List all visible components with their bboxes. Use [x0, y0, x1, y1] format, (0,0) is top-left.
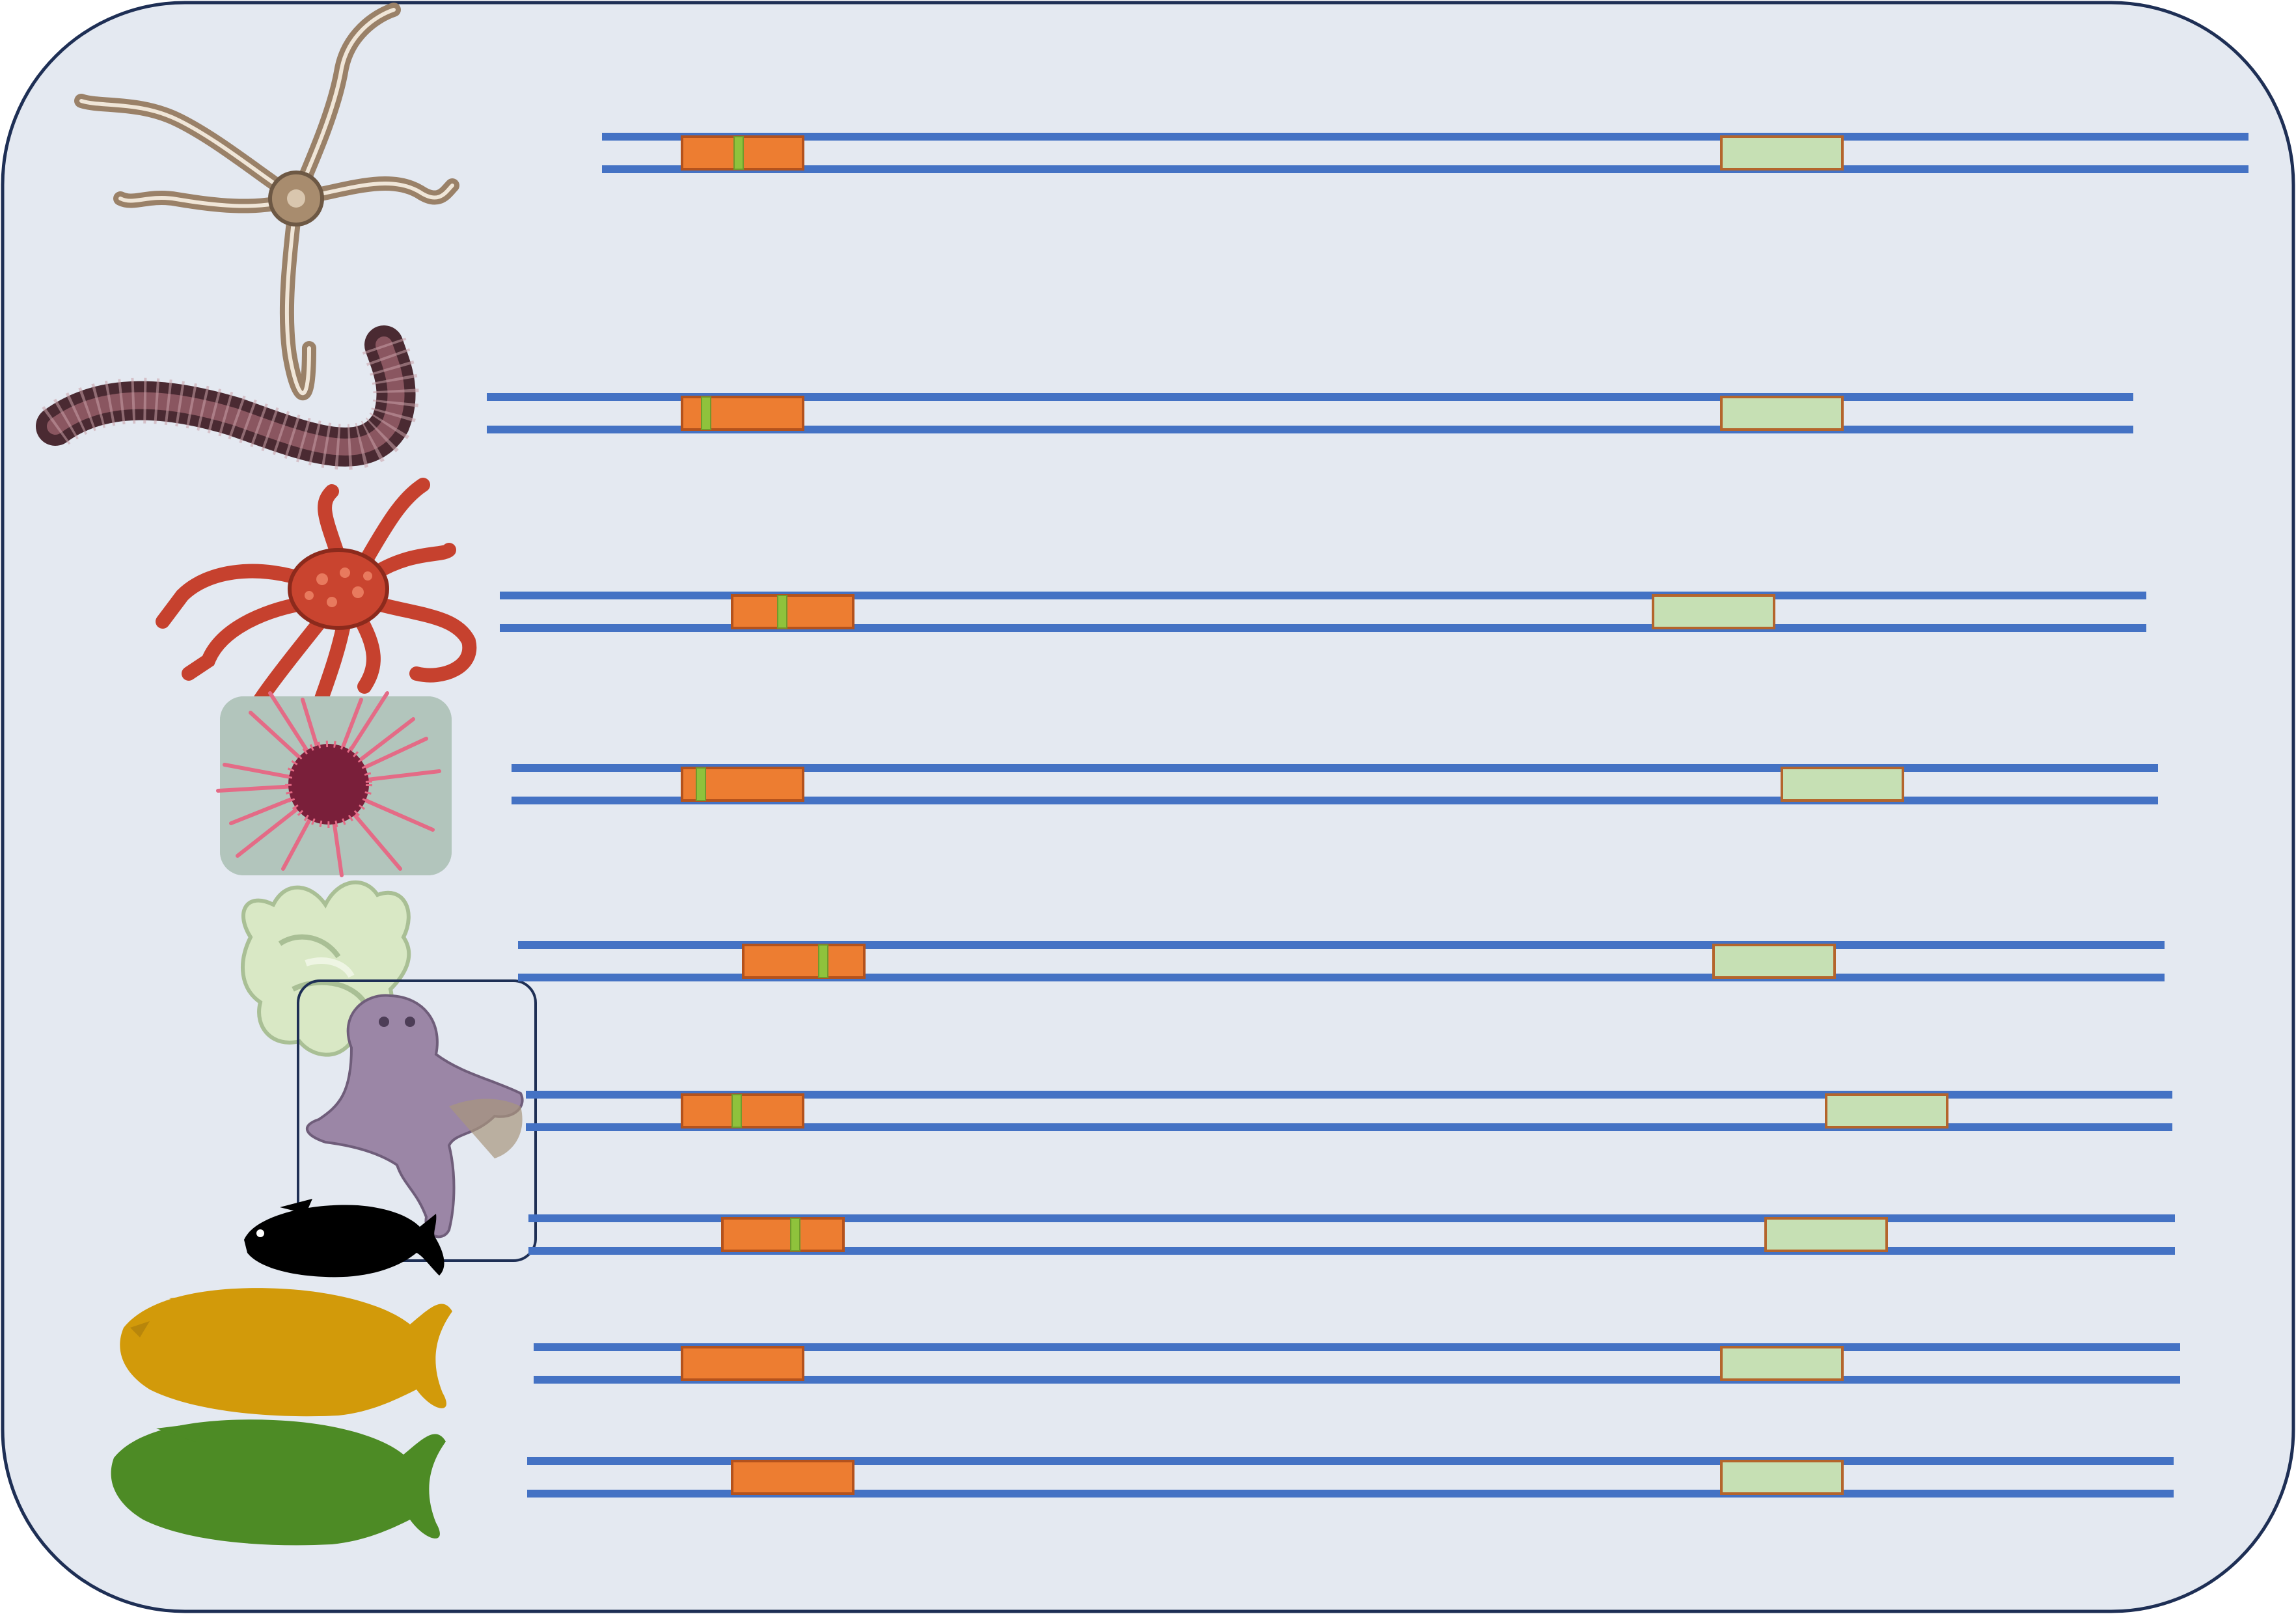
sequence-row-sea-urchin [512, 764, 2158, 804]
green-marker [696, 767, 706, 801]
orange-region-box [742, 944, 866, 979]
worm-icon [36, 325, 419, 470]
orange-region-box [731, 1460, 854, 1495]
light-green-region-box [1652, 594, 1775, 629]
orange-fish-icon [120, 1288, 453, 1417]
green-marker [733, 136, 744, 170]
sequence-row-orange-fish [534, 1343, 2180, 1384]
sequence-row-green-fish [527, 1457, 2174, 1498]
light-green-region-box [1720, 1346, 1844, 1381]
light-green-region-box [1720, 1460, 1844, 1495]
light-green-region-box [1764, 1217, 1888, 1252]
sequence-row-octopus [526, 1091, 2172, 1131]
light-green-region-box [1781, 767, 1904, 802]
light-green-region-box [1720, 135, 1844, 171]
sequence-row-sponge [518, 941, 2165, 981]
green-marker [701, 396, 711, 430]
sea-urchin-icon [216, 691, 452, 877]
crab-icon [156, 478, 477, 713]
sequence-row-brittle-star [602, 133, 2248, 173]
sequence-row-spider-crab [500, 592, 2146, 632]
green-marker [818, 944, 828, 978]
sequence-row-black-fish [528, 1214, 2175, 1255]
sequence-row-polychaete-worm [487, 393, 2133, 433]
orange-region-box [731, 594, 854, 629]
light-green-region-box [1720, 396, 1844, 431]
brittle-star-icon [74, 3, 459, 401]
green-marker [731, 1094, 742, 1128]
light-green-region-box [1825, 1093, 1948, 1128]
orange-region-box [681, 1093, 804, 1128]
orange-region-box [681, 396, 804, 431]
sequence-tracks [487, 133, 2248, 1498]
light-green-region-box [1712, 944, 1836, 979]
green-marker [777, 595, 787, 629]
black-fish-icon [244, 1199, 444, 1278]
inset-frame [297, 979, 537, 1262]
orange-region-box [721, 1217, 845, 1252]
green-fish-icon [111, 1419, 446, 1546]
orange-region-box [681, 1346, 804, 1381]
green-marker [790, 1218, 800, 1252]
octopus-icon [305, 994, 524, 1238]
